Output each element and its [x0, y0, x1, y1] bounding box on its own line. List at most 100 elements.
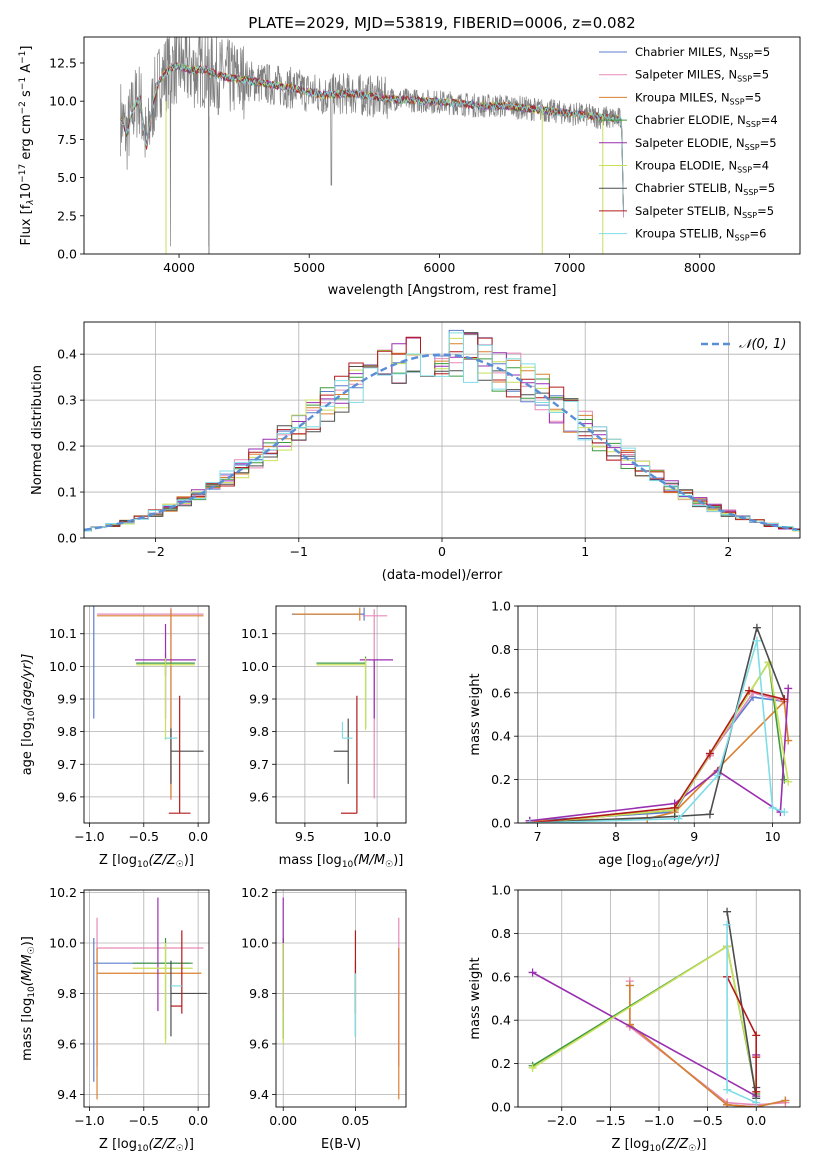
panel-residuals: −2 −1 0 1 2 0.0 0.1 0.2 0.3 0.4 (data-model)/error…	[30, 321, 801, 583]
x-tick-label: 4000	[163, 260, 195, 275]
errorbar-k_stelib	[341, 721, 353, 739]
y-tick-label: 10.0	[49, 94, 77, 109]
legend-sub: SSP	[735, 234, 750, 243]
series-marker-k_stelib	[752, 1098, 761, 1107]
y-tick-label: 0.4	[491, 729, 511, 744]
legend-base: Kroupa STELIB, N	[635, 227, 735, 241]
x-axis-label-sub: 10	[137, 1144, 149, 1154]
legend-base: Chabrier ELODIE, N	[635, 113, 746, 127]
series-marker-k_stelib	[723, 920, 732, 929]
y-tick-label: 12.5	[49, 55, 77, 70]
legend-label: Chabrier ELODIE, NSSP=4	[635, 113, 778, 129]
y-tick-label: 10.0	[241, 659, 269, 674]
x-axis-label-tail: (Z/Z	[148, 1137, 176, 1152]
y-tick-label: 9.6	[57, 1036, 77, 1051]
legend-label: Kroupa STELIB, NSSP=6	[635, 227, 766, 243]
x-axis-label-sub: 10	[651, 860, 663, 870]
y-tick-label: 7.5	[57, 132, 77, 147]
chart-title: PLATE=2029, MJD=53819, FIBERID=0006, z=0…	[248, 14, 635, 32]
y-tick-label: 10.0	[241, 935, 269, 950]
plot-frame	[83, 36, 801, 255]
legend-tail: =5	[745, 90, 762, 104]
x-axis-label-text: Z [log	[99, 853, 137, 868]
y-axis-label-text: age [log	[20, 722, 35, 775]
y-axis-label-text: mass [log	[20, 998, 35, 1061]
ylabel-part: ]	[19, 46, 34, 51]
errorbar-k_elodie	[316, 658, 367, 730]
x-axis-label-end: )]	[393, 853, 403, 868]
y-axis-label: mass weight	[468, 673, 483, 755]
legend-label: Kroupa MILES, NSSP=5	[635, 90, 761, 106]
ylabel-part: A	[19, 64, 34, 77]
series-marker-k_miles	[723, 1100, 732, 1107]
y-axis-label: mass [log10(M/M☉)]	[20, 936, 37, 1061]
legend-base: Kroupa ELODIE, N	[635, 159, 737, 173]
y-tick-label: 1.0	[491, 883, 511, 898]
x-axis-label-sub2: ☉	[176, 860, 184, 870]
model-spectrum-k_elodie	[120, 62, 624, 211]
x-axis-label-text: mass [log	[279, 853, 342, 868]
x-tick-label: 7	[534, 829, 542, 844]
errorbar-s_stelib	[168, 695, 191, 814]
x-axis-label-tail: (M/M	[353, 853, 385, 868]
x-axis-label-sub2: ☉	[688, 1144, 696, 1154]
legend-label: Chabrier MILES, NSSP=5	[635, 45, 770, 61]
legend-sub: SSP	[737, 75, 752, 84]
y-tick-label: 0.0	[57, 531, 77, 546]
errorbar-k_elodie	[132, 942, 193, 1044]
series-marker-s_stelib	[670, 803, 679, 812]
x-tick-label: 10.0	[363, 829, 391, 844]
x-tick-label: 7000	[554, 260, 586, 275]
legend-base: Salpeter ELODIE, N	[635, 136, 745, 150]
histogram-s_elodie	[84, 332, 800, 532]
y-tick-label: 9.8	[57, 724, 77, 739]
ylabel-sup: −1	[18, 77, 28, 90]
series-s_stelib	[723, 972, 761, 1096]
legend-tail: =5	[753, 45, 770, 59]
x-axis-label: mass [log10(M/M☉)]	[279, 853, 404, 870]
panel-mass_vs_Z: −1.0 −0.5 0.09.49.69.810.010.2Z [log10(Z/Z…	[20, 885, 210, 1154]
x-tick-label: −2.0	[547, 1113, 577, 1128]
legend-sub: SSP	[737, 166, 752, 175]
y-tick-label: 0.6	[491, 969, 511, 984]
ylabel-sup: −17	[18, 164, 28, 183]
x-axis-label-tail: (Z/Z	[661, 1137, 689, 1152]
x-tick-label: 0.0	[746, 1113, 766, 1128]
series-marker-s_elodie	[528, 968, 537, 977]
legend-sub: SSP	[743, 188, 758, 197]
spectrum-lines	[120, 37, 624, 254]
y-axis-label: age [log10(age/yr)]	[20, 654, 37, 776]
x-tick-label: −1.0	[644, 1113, 674, 1128]
panel-age_vs_mass: 9.5 10.0 9.6 9.7 9.8 9.9 10.0 10.1 mass [log10(M…	[241, 605, 407, 870]
legend-sub: SSP	[745, 143, 760, 152]
x-tick-label: 9.5	[295, 829, 315, 844]
x-tick-label: 8	[612, 829, 620, 844]
series-line-s_stelib	[726, 976, 757, 1092]
histogram-k_stelib	[84, 332, 800, 532]
legend-tail: =5	[758, 181, 775, 195]
errorbar-s_stelib	[341, 695, 358, 814]
x-tick-label: 10	[765, 829, 781, 844]
x-axis-label: (data-model)/error	[382, 568, 503, 583]
legend-tail: =5	[752, 68, 769, 82]
y-tick-label: 0.0	[491, 816, 511, 831]
y-tick-label: 0.1	[57, 485, 77, 500]
y-tick-label: 9.7	[249, 757, 269, 772]
series-marker-s_stelib	[780, 695, 789, 704]
y-axis-label-end: )]	[20, 936, 35, 946]
series-marker-k_miles	[625, 981, 634, 990]
legend-label: 𝒩(0, 1)	[739, 337, 786, 352]
errorbars	[291, 607, 393, 814]
x-tick-label: −0.5	[129, 829, 159, 844]
series-marker-c_stelib	[752, 623, 761, 632]
legend-label: Salpeter MILES, NSSP=5	[635, 68, 769, 84]
x-tick-label: 0.0	[188, 1113, 208, 1128]
errorbars	[93, 606, 204, 814]
legend-tail: =5	[757, 204, 774, 218]
x-axis-label-tail: (Z/Z	[148, 853, 176, 868]
series-k_stelib	[525, 636, 789, 823]
x-tick-label: 2	[724, 544, 732, 559]
legend-tail: =4	[761, 113, 778, 127]
y-tick-label: 9.4	[249, 1087, 269, 1102]
